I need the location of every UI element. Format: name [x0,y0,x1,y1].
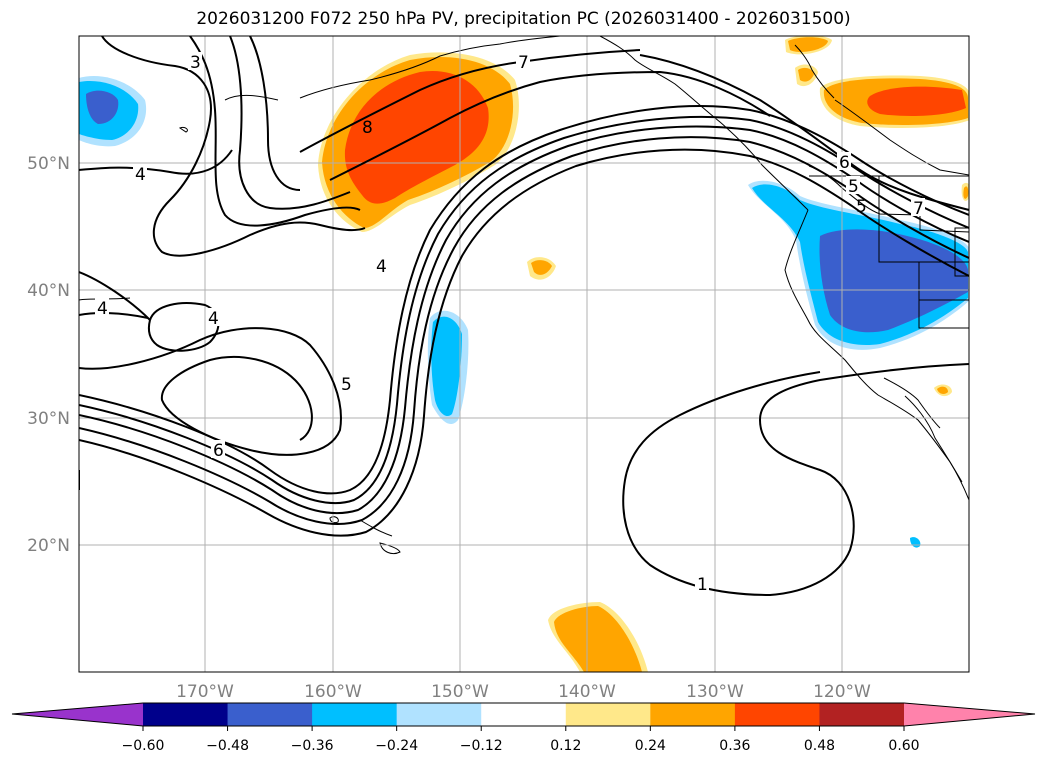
lon-label: 130°W [686,682,744,702]
contour-label: 8 [362,118,373,138]
colorbar-tick-label: −0.60 [122,738,165,754]
contour-label: 4 [208,309,219,329]
coastlines [79,36,969,555]
lat-label: 40°N [27,281,70,301]
pv-contour-4-loop [147,302,220,352]
colorbar-swatch [819,703,905,726]
colorbar-swatch [481,703,567,726]
contour-label: 4 [376,257,387,277]
lon-axis-labels: 170°W 160°W 150°W 140°W 130°W 120°W [176,682,871,702]
lon-label: 160°W [304,682,362,702]
pv-contour-1 [622,363,969,597]
lat-axis-labels: 50°N 40°N 30°N 20°N [27,154,70,556]
plot-frame [78,35,970,673]
graticule [79,36,969,672]
contour-label: 1 [697,575,708,595]
lon-label: 150°W [431,682,489,702]
colorbar-tick-label: 0.12 [550,738,581,754]
contour-label: 3 [190,53,201,73]
colorbar-tick-label: 0.60 [888,738,919,754]
colorbar-tick-label: 0.24 [635,738,666,754]
lon-label: 140°W [558,682,616,702]
lat-label: 30°N [27,409,70,429]
colorbar-tick-label: 0.36 [719,738,750,754]
plot-area [79,36,969,672]
colorbar-swatch [565,703,651,726]
colorbar-extend-max [904,703,1035,726]
colorbar-tick-label: −0.24 [375,738,418,754]
lat-label: 50°N [27,154,70,174]
pv-contour-line [79,105,969,495]
lon-label: 170°W [176,682,234,702]
lon-label: 120°W [813,682,871,702]
colorbar-swatch [650,703,736,726]
colorbar-swatch [312,703,398,726]
colorbar-tick-label: −0.12 [460,738,503,754]
contour-label: 6 [839,153,850,173]
colorbar-swatch [396,703,482,726]
colorbar: −0.60 −0.48 −0.36 −0.24 −0.12 0.12 0.24 0.36 0.4… [11,702,1036,754]
contour-label: 7 [913,199,924,219]
map-title: 2026031200 F072 250 hPa PV, precipitatio… [196,9,851,29]
colorbar-tick-label: 0.48 [804,738,835,754]
colorbar-swatch [734,703,820,726]
colorbar-extend-min [12,703,143,726]
contour-label: 7 [518,53,529,73]
contour-label: 5 [341,375,352,395]
colorbar-tick-label: −0.36 [291,738,334,754]
contour-label: 4 [135,165,146,185]
colorbar-swatch [143,703,229,726]
contour-label: 4 [97,299,108,319]
lat-label: 20°N [27,536,70,556]
contour-label: 5 [856,197,867,217]
colorbar-swatch [227,703,313,726]
colorbar-tick-label: −0.48 [206,738,249,754]
contour-labels: 3 4 4 4 4 5 6 7 8 6 5 5 7 1 [95,52,925,595]
pv-contours [79,36,969,597]
contour-label: 6 [213,441,224,461]
contour-label: 5 [848,177,859,197]
alaska-coast [299,36,809,211]
precip-shading [79,36,969,672]
